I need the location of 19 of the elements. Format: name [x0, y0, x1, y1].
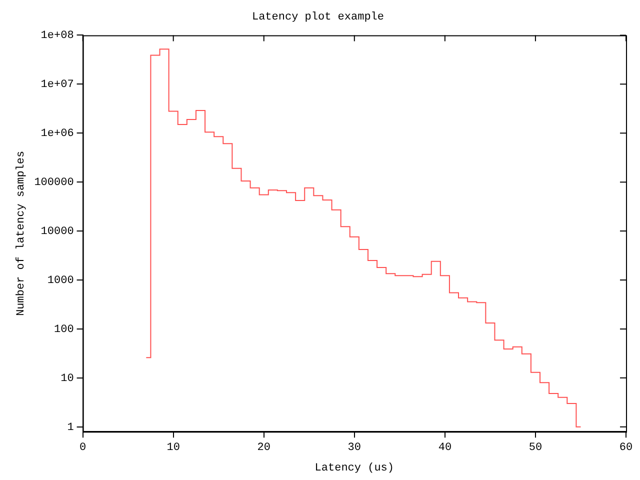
x-tick-label: 10 — [166, 442, 180, 454]
y-tick-label: 1e+07 — [40, 79, 74, 92]
x-tick-label: 40 — [438, 442, 452, 454]
y-tick-label: 100000 — [34, 176, 74, 189]
x-tick-label: 20 — [257, 442, 270, 454]
chart-title: Latency plot example — [252, 12, 384, 24]
y-tick-label: 1 — [67, 422, 74, 434]
y-tick-label: 1e+08 — [40, 30, 74, 42]
x-tick-label: 0 — [80, 442, 86, 454]
x-tick-label: 60 — [619, 442, 633, 454]
x-tick-label: 50 — [528, 442, 542, 454]
y-tick-label: 10 — [60, 372, 74, 385]
x-axis-title: Latency (us) — [314, 462, 394, 474]
y-tick-label: 10000 — [40, 226, 74, 238]
y-tick-label: 100 — [54, 324, 74, 336]
y-axis-title: Number of latency samples — [16, 150, 28, 316]
x-tick-label: 30 — [348, 442, 362, 454]
y-tick-label: 1000 — [47, 274, 74, 287]
y-tick-label: 1e+06 — [40, 128, 74, 140]
